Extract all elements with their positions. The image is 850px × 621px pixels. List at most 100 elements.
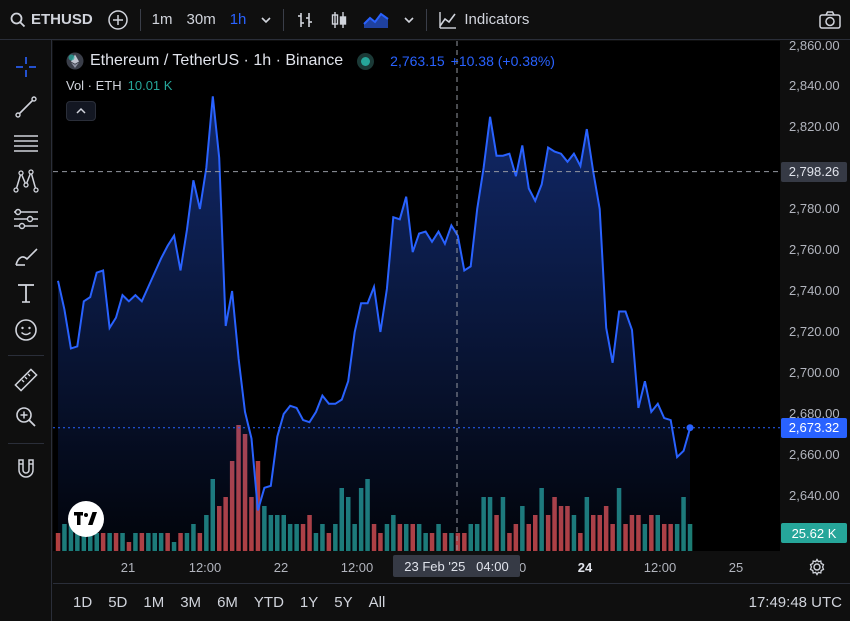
legend-title: Ethereum / TetherUS · 1h · Binance <box>90 52 344 69</box>
brush-tool[interactable] <box>8 240 44 274</box>
indicators-label: Indicators <box>464 11 530 28</box>
volume-legend[interactable]: Vol · ETH 10.01 K <box>66 78 172 93</box>
collapse-legend-button[interactable] <box>66 101 96 121</box>
sliders-icon <box>14 208 38 230</box>
top-toolbar: ETHUSD 1m 30m 1h Indicators <box>0 0 850 40</box>
time-tick: 25 <box>728 560 744 575</box>
price-tick: 2,740.00 <box>789 283 840 298</box>
price-tick: 2,700.00 <box>789 365 840 380</box>
sidebar-divider <box>8 443 44 444</box>
range-3m[interactable]: 3M <box>180 594 202 611</box>
forecast-tool[interactable] <box>8 202 44 236</box>
chart-legend[interactable]: Ethereum / TetherUS · 1h · Binance 2,763… <box>66 52 555 70</box>
range-1m[interactable]: 1M <box>143 594 165 611</box>
snapshot-button[interactable] <box>818 0 842 40</box>
measure-tool[interactable] <box>8 363 44 397</box>
price-chart[interactable] <box>53 41 780 552</box>
toolbar-divider <box>283 8 285 31</box>
search-icon <box>10 12 26 27</box>
chart-pane[interactable] <box>53 41 780 552</box>
ethereum-logo-icon <box>66 52 84 70</box>
price-tick: 2,860.00 <box>789 38 840 53</box>
legend-change: +10.38 (+0.38%) <box>450 53 555 69</box>
compare-button[interactable] <box>100 0 136 40</box>
brush-icon <box>15 248 38 266</box>
chart-settings-button[interactable] <box>808 558 826 581</box>
crosshair-tool[interactable] <box>8 50 44 84</box>
pattern-icon <box>13 169 39 193</box>
add-circle-icon <box>107 9 128 30</box>
area-chart-type-button[interactable] <box>356 0 396 40</box>
emoji-tool[interactable] <box>8 313 44 347</box>
price-tick: 2,840.00 <box>789 78 840 93</box>
gear-icon <box>809 558 825 576</box>
horizontal-lines-icon <box>14 135 38 152</box>
volume-label: Vol · ETH <box>66 78 122 93</box>
price-line <box>57 96 691 511</box>
text-tool[interactable] <box>8 276 44 310</box>
range-1d[interactable]: 1D <box>73 594 93 611</box>
time-tick: 12:00 <box>643 560 677 575</box>
volume-price-label: 25.62 K <box>781 523 847 543</box>
bar-chart-type-button[interactable] <box>288 0 322 40</box>
time-tick: 21 <box>120 560 136 575</box>
interval-30m[interactable]: 30m <box>186 11 216 28</box>
sidebar-divider <box>8 355 44 356</box>
camera-icon <box>819 11 841 29</box>
price-axis[interactable] <box>780 41 850 551</box>
range-ytd[interactable]: YTD <box>253 594 284 611</box>
text-icon <box>18 284 34 303</box>
indicators-icon <box>439 11 457 29</box>
interval-dropdown[interactable] <box>253 0 279 40</box>
magnet-tool[interactable] <box>8 452 44 486</box>
utc-clock[interactable]: 17:49:48 UTC <box>748 594 842 611</box>
range-bar: 1D 5D 1M 3M 6M YTD 1Y 5Y All 17:49:48 UT… <box>53 583 850 621</box>
toolbar-divider <box>426 8 428 31</box>
ruler-icon <box>14 368 38 392</box>
time-tick: 24 <box>577 560 593 575</box>
tradingview-logo[interactable] <box>68 501 104 537</box>
range-5d[interactable]: 5D <box>108 594 128 611</box>
time-tick: 22 <box>273 560 289 575</box>
symbol-label: ETHUSD <box>31 11 93 28</box>
range-1y[interactable]: 1Y <box>299 594 319 611</box>
area-chart-icon <box>363 12 389 28</box>
price-tick: 2,640.00 <box>789 488 840 503</box>
drawing-toolbar <box>0 40 52 621</box>
price-tick: 2,720.00 <box>789 324 840 339</box>
volume-bar <box>687 524 693 551</box>
magnet-icon <box>18 459 34 478</box>
chevron-up-icon <box>76 107 86 114</box>
legend-price: 2,763.15 <box>390 53 445 69</box>
bars-icon <box>298 12 313 27</box>
crosshair-price-label: 2,798.26 <box>781 161 847 182</box>
indicators-button[interactable]: Indicators <box>431 0 536 40</box>
trend-line-tool[interactable] <box>8 90 44 124</box>
smiley-icon <box>15 319 37 341</box>
interval-1h[interactable]: 1h <box>229 11 247 28</box>
price-tick: 2,760.00 <box>789 242 840 257</box>
pattern-tool[interactable] <box>8 164 44 198</box>
range-5y[interactable]: 5Y <box>334 594 353 611</box>
time-tick: 12:00 <box>340 560 374 575</box>
zoom-tool[interactable] <box>8 400 44 434</box>
range-all[interactable]: All <box>368 594 386 611</box>
market-status-indicator <box>361 56 371 66</box>
chevron-down-icon <box>261 16 271 23</box>
candles-chart-type-button[interactable] <box>322 0 356 40</box>
chart-type-dropdown[interactable] <box>396 0 422 40</box>
price-tick: 2,780.00 <box>789 201 840 216</box>
crosshair-time-label: 23 Feb '25 04:00 <box>393 555 520 577</box>
interval-1m[interactable]: 1m <box>151 11 173 28</box>
price-tick: 2,680.00 <box>789 406 840 421</box>
fib-tool[interactable] <box>8 126 44 160</box>
volume-value: 10.01 K <box>127 78 173 93</box>
last-price-label: 2,673.32 <box>781 417 847 438</box>
price-tick: 2,660.00 <box>789 447 840 462</box>
range-6m[interactable]: 6M <box>217 594 238 611</box>
symbol-search[interactable]: ETHUSD <box>0 0 100 40</box>
tradingview-logo-icon <box>74 512 97 525</box>
toolbar-divider <box>139 8 141 31</box>
price-tick: 2,820.00 <box>789 119 840 134</box>
time-tick: 12:00 <box>188 560 222 575</box>
